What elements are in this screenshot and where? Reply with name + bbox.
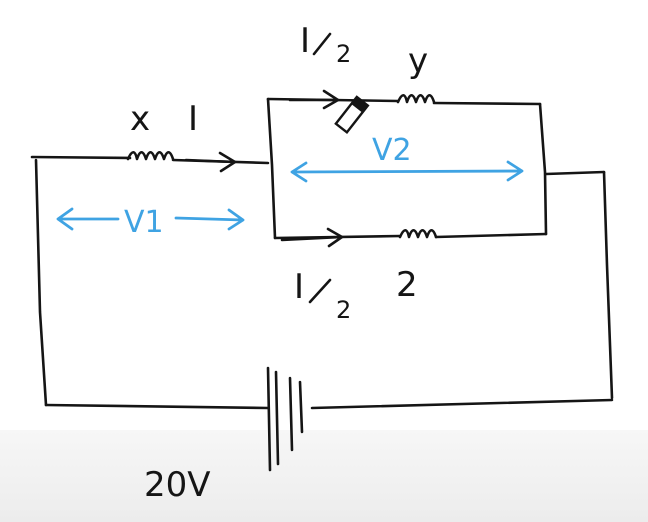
label-v1: V1 <box>124 205 164 240</box>
battery-plate-long <box>266 366 272 472</box>
wire-right-top <box>544 170 606 176</box>
label-current-z-den: 2 <box>336 296 351 324</box>
resistor-z <box>398 228 438 239</box>
battery-plate-long-2 <box>274 370 280 466</box>
label-resistor-z: 2 <box>396 265 418 305</box>
label-resistor-y: y <box>408 41 428 81</box>
current-arrow-x <box>184 151 237 173</box>
fraction-slash-y <box>312 32 332 56</box>
current-arrow-y <box>288 89 340 110</box>
wire-left-vertical <box>34 158 48 407</box>
wire-top-branch-right <box>432 101 542 106</box>
label-current-y-num: I <box>300 21 310 61</box>
label-resistor-x: x <box>130 99 150 139</box>
battery-plate-short-2 <box>298 380 304 434</box>
label-current-x: I <box>188 99 198 139</box>
parallel-right-edge <box>538 102 548 236</box>
battery-plate-short <box>288 376 294 452</box>
label-current-z-num: I <box>294 267 304 307</box>
wire-left-top <box>30 155 132 160</box>
v1-arrow-left <box>56 207 120 231</box>
parallel-left-edge <box>266 97 277 240</box>
label-battery-voltage: 20V <box>144 465 211 505</box>
resistor-x <box>126 150 175 161</box>
wire-bottom-branch-right <box>434 232 548 239</box>
label-v2: V2 <box>372 133 412 168</box>
current-arrow-z <box>280 227 344 248</box>
wire-right-vertical <box>602 170 614 400</box>
wire-bottom-left <box>44 403 270 410</box>
pen-cursor-icon <box>334 95 370 135</box>
fraction-slash-z <box>308 278 332 304</box>
v1-arrow-right <box>174 208 245 231</box>
label-current-y-den: 2 <box>336 40 351 68</box>
v2-arrow <box>290 160 524 183</box>
video-bottom-band <box>0 430 648 522</box>
resistor-y <box>396 93 436 104</box>
wire-bottom-right <box>310 398 614 410</box>
